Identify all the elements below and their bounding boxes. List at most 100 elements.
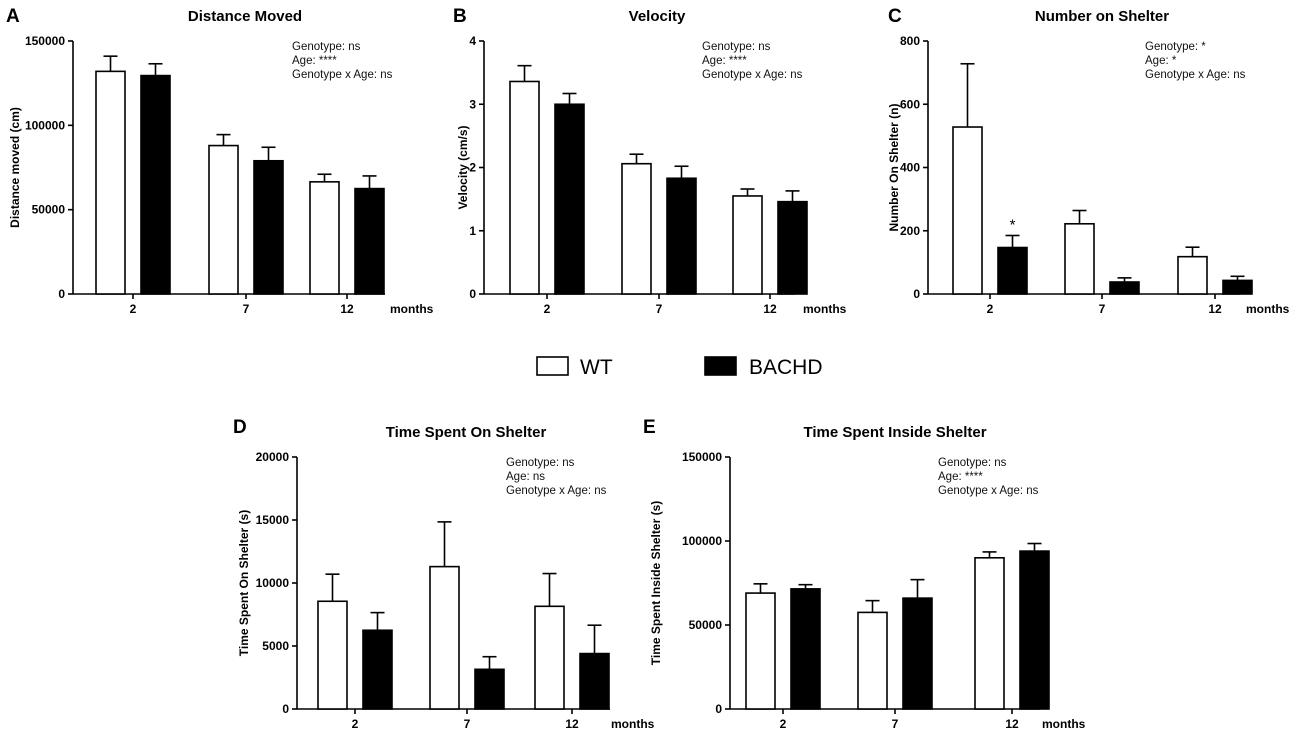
significance-marker: * <box>1010 216 1016 233</box>
panel-letter: D <box>233 417 247 438</box>
legend: WT BACHD <box>536 356 823 379</box>
bar-bachd-2 <box>554 103 585 295</box>
stat-annotation: Genotype x Age: ns <box>506 485 607 497</box>
x-tick-label: 2 <box>987 302 994 316</box>
bar-bachd-2 <box>140 74 171 295</box>
y-tick-label: 1 <box>469 224 476 238</box>
bar-bachd-2 <box>790 588 821 710</box>
y-tick-label: 5000 <box>262 639 289 653</box>
bar-bachd-12 <box>579 652 610 710</box>
stat-annotation: Genotype x Age: ns <box>702 69 803 81</box>
bar-wt-12 <box>309 181 340 295</box>
y-tick-label: 0 <box>913 287 920 301</box>
bar-wt-2 <box>952 126 983 295</box>
panel-letter: A <box>6 6 20 27</box>
legend-label-bachd: BACHD <box>749 356 823 379</box>
bar-wt-12 <box>732 195 763 295</box>
legend-label-wt: WT <box>580 356 613 379</box>
y-axis-title: Velocity (cm/s) <box>456 125 470 209</box>
x-tick-label: 7 <box>892 717 899 731</box>
chart-panel-c: C Number on Shelter Number On Shelter (n) 0… <box>887 6 1290 316</box>
chart-title: Distance Moved <box>188 8 302 25</box>
chart-title: Time Spent Inside Shelter <box>803 424 986 441</box>
y-axis-title: Number On Shelter (n) <box>887 103 901 231</box>
bar-bachd-2 <box>362 629 393 710</box>
y-axis-title: Time Spent Inside Shelter (s) <box>649 501 663 665</box>
y-tick-label: 150000 <box>682 450 722 464</box>
y-tick-label: 150000 <box>25 34 65 48</box>
y-axis-title: Distance moved (cm) <box>8 107 22 228</box>
y-tick-label: 0 <box>469 287 476 301</box>
y-tick-label: 100000 <box>25 118 65 132</box>
y-tick-label: 15000 <box>256 513 290 527</box>
y-tick-label: 800 <box>900 34 920 48</box>
x-tick-label: 7 <box>656 302 663 316</box>
y-tick-label: 50000 <box>32 203 66 217</box>
legend-swatch-bachd <box>704 356 737 376</box>
x-tick-label: 12 <box>763 302 777 316</box>
bar-wt-7 <box>1064 222 1095 295</box>
y-tick-label: 4 <box>469 34 476 48</box>
bar-bachd-7 <box>902 597 933 710</box>
bar-wt-2 <box>509 80 540 295</box>
bar-bachd-7 <box>666 177 697 295</box>
bar-bachd-7 <box>253 159 284 295</box>
stat-annotation: Genotype: ns <box>702 41 771 53</box>
y-tick-label: 0 <box>715 702 722 716</box>
chart-panel-e: E Time Spent Inside Shelter Time Spent Ins… <box>643 417 1086 731</box>
y-tick-label: 0 <box>282 702 289 716</box>
x-tick-label: 12 <box>1208 302 1222 316</box>
stat-annotation: Genotype x Age: ns <box>292 69 393 81</box>
bar-wt-12 <box>534 605 565 710</box>
x-tick-label: 12 <box>340 302 354 316</box>
bar-bachd-7 <box>474 668 505 710</box>
stat-annotation: Genotype: ns <box>938 457 1007 469</box>
x-tick-label: 2 <box>544 302 551 316</box>
bar-wt-7 <box>857 611 888 710</box>
bar-bachd-7 <box>1109 281 1140 295</box>
stat-annotation: Age: **** <box>292 55 337 67</box>
stat-annotation: Genotype x Age: ns <box>1145 69 1246 81</box>
bar-wt-12 <box>1177 255 1208 295</box>
stat-annotation: Genotype x Age: ns <box>938 485 1039 497</box>
x-tick-label: 12 <box>565 717 579 731</box>
x-tick-label: 7 <box>1099 302 1106 316</box>
panel-letter: C <box>888 6 902 27</box>
stat-annotation: Age: ns <box>506 471 545 483</box>
stat-annotation: Age: **** <box>702 55 747 67</box>
chart-title: Number on Shelter <box>1035 8 1169 25</box>
bar-bachd-2 <box>997 246 1028 295</box>
stat-annotation: Genotype: ns <box>292 41 361 53</box>
bar-wt-7 <box>208 144 239 295</box>
x-axis-title: months <box>1246 302 1290 316</box>
x-tick-label: 12 <box>1005 717 1019 731</box>
bar-bachd-12 <box>1222 279 1253 295</box>
bar-bachd-12 <box>777 200 808 295</box>
y-axis-title: Time Spent On Shelter (s) <box>237 510 251 656</box>
bar-wt-12 <box>974 556 1005 710</box>
chart-panel-d: D Time Spent On Shelter Time Spent On Shel… <box>233 417 655 731</box>
x-tick-label: 2 <box>352 717 359 731</box>
stat-annotation: Genotype: * <box>1145 41 1206 53</box>
x-axis-title: months <box>1042 717 1086 731</box>
y-tick-label: 20000 <box>256 450 290 464</box>
y-tick-label: 10000 <box>256 576 290 590</box>
y-tick-label: 400 <box>900 161 920 175</box>
y-tick-label: 0 <box>58 287 65 301</box>
y-tick-label: 2 <box>469 161 476 175</box>
y-tick-label: 50000 <box>689 618 723 632</box>
y-tick-label: 3 <box>469 97 476 111</box>
chart-title: Velocity <box>629 8 686 25</box>
x-tick-label: 2 <box>780 717 787 731</box>
bar-wt-7 <box>621 162 652 295</box>
x-axis-title: months <box>611 717 655 731</box>
bar-wt-7 <box>429 565 460 710</box>
bar-wt-2 <box>317 600 348 710</box>
x-tick-label: 7 <box>243 302 250 316</box>
bar-wt-2 <box>95 70 126 295</box>
chart-title: Time Spent On Shelter <box>386 424 547 441</box>
x-tick-label: 2 <box>130 302 137 316</box>
bar-bachd-12 <box>354 187 385 295</box>
